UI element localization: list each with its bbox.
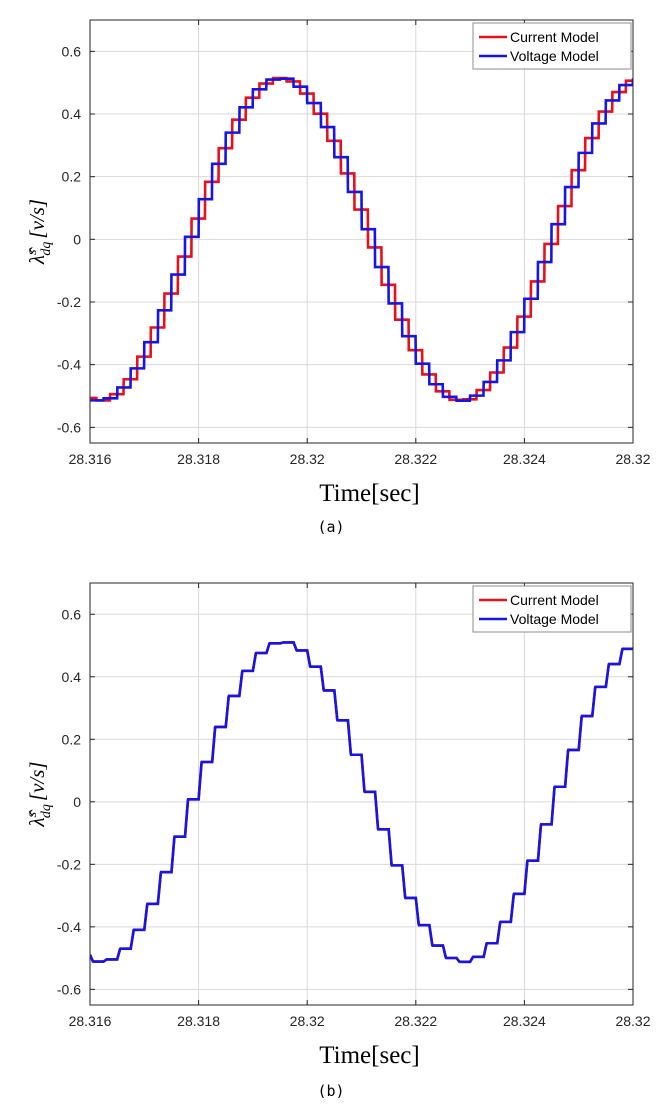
y-axis-label: λ̂sdq[v/s] [25,761,54,827]
legend-box [472,585,632,633]
y-tick-label: -0.6 [57,419,81,435]
legend-box [472,22,632,70]
x-tick-label: 28.32 [615,1013,650,1029]
x-axis-label: Time[sec] [319,1042,419,1069]
chart-panel-b: 28.316 28.318 28.32 28.322 28.324 28.32 -0.6 -0… [25,582,651,1100]
y-tick-label: 0.4 [62,106,82,122]
x-axis-label: Time[sec] [319,480,419,507]
y-tick-label: 0.2 [62,731,82,747]
chart-panel-a: 28.316 28.318 28.32 28.322 28.324 28.32 -0.6 -0… [25,19,651,536]
figure-caption: (b) [317,1082,344,1100]
y-tick-label: 0.6 [62,606,82,622]
figure-caption: (a) [317,518,344,536]
axes-box [89,582,634,1006]
axes-box [89,19,634,444]
legend-entry: Current Model [510,592,599,608]
x-tick-label: 28.322 [394,451,437,467]
x-tick-label: 28.32 [615,451,650,467]
legend-entry: Voltage Model [510,48,599,64]
x-tick-label: 28.318 [177,1013,220,1029]
y-tick-label: 0.2 [62,169,82,185]
plot-area [90,20,633,443]
x-tick-label: 28.318 [177,451,220,467]
y-tick-label: -0.6 [57,981,81,997]
y-tick-label: -0.2 [57,294,81,310]
x-tick-label: 28.324 [503,1013,546,1029]
y-tick-label: -0.4 [57,919,81,935]
y-tick-label: 0 [73,794,81,810]
y-tick-label: -0.4 [57,357,81,373]
legend-entry: Voltage Model [510,611,599,627]
x-tick-label: 28.316 [69,451,112,467]
y-tick-label: 0 [73,231,81,247]
x-tick-label: 28.322 [394,1013,437,1029]
legend-entry: Current Model [510,29,599,45]
x-tick-label: 28.32 [290,1013,325,1029]
y-tick-label: 0.4 [62,669,82,685]
series-line-voltage-model [90,77,633,402]
y-axis-label: λ̂sdq[v/s] [25,199,54,265]
x-tick-label: 28.316 [69,1013,112,1029]
x-tick-label: 28.324 [503,451,546,467]
plot-area [90,583,633,1005]
legend: Current Model Voltage Model [472,22,632,70]
y-tick-label: 0.6 [62,43,82,59]
x-tick-label: 28.32 [290,451,325,467]
legend: Current Model Voltage Model [472,585,632,633]
y-tick-label: -0.2 [57,856,81,872]
series-line-voltage-model [90,641,633,964]
